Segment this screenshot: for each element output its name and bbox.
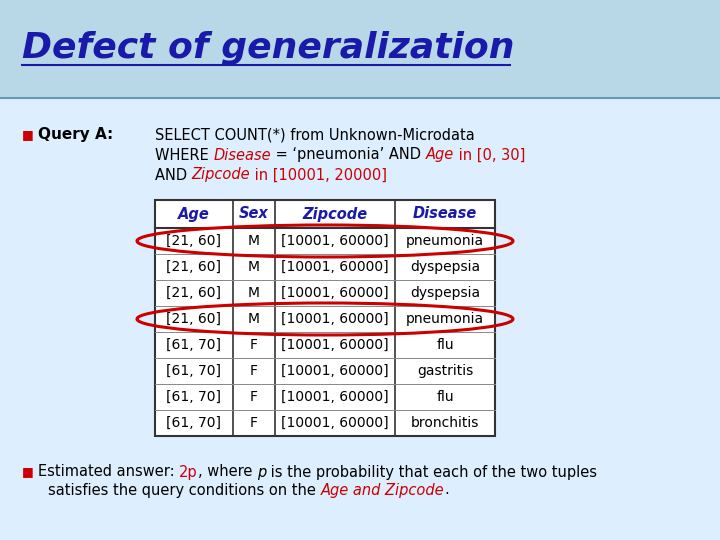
- Text: p: p: [257, 464, 266, 480]
- Text: Zipcode: Zipcode: [302, 206, 368, 221]
- Text: in [0, 30]: in [0, 30]: [454, 147, 526, 163]
- Text: flu: flu: [436, 338, 454, 352]
- Text: [10001, 60000]: [10001, 60000]: [282, 338, 389, 352]
- Text: [21, 60]: [21, 60]: [166, 234, 222, 248]
- Text: [61, 70]: [61, 70]: [166, 416, 222, 430]
- Text: bronchitis: bronchitis: [411, 416, 480, 430]
- Text: ■: ■: [22, 129, 34, 141]
- Text: [10001, 60000]: [10001, 60000]: [282, 234, 389, 248]
- Text: F: F: [250, 390, 258, 404]
- Text: Query A:: Query A:: [38, 127, 113, 143]
- Text: [10001, 60000]: [10001, 60000]: [282, 260, 389, 274]
- Text: [10001, 60000]: [10001, 60000]: [282, 364, 389, 378]
- Text: [21, 60]: [21, 60]: [166, 286, 222, 300]
- Text: 2p: 2p: [179, 464, 198, 480]
- Text: M: M: [248, 260, 260, 274]
- Text: SELECT COUNT(*) from Unknown-Microdata: SELECT COUNT(*) from Unknown-Microdata: [155, 127, 474, 143]
- Text: Zipcode: Zipcode: [192, 167, 251, 183]
- Text: ■: ■: [22, 465, 34, 478]
- Text: [10001, 60000]: [10001, 60000]: [282, 286, 389, 300]
- Text: , where: , where: [198, 464, 257, 480]
- Text: [61, 70]: [61, 70]: [166, 364, 222, 378]
- Text: dyspepsia: dyspepsia: [410, 286, 480, 300]
- Text: Defect of generalization: Defect of generalization: [22, 31, 515, 65]
- FancyBboxPatch shape: [0, 0, 720, 98]
- Text: F: F: [250, 364, 258, 378]
- Text: dyspepsia: dyspepsia: [410, 260, 480, 274]
- Text: AND: AND: [155, 167, 192, 183]
- Text: Disease: Disease: [213, 147, 271, 163]
- Text: [61, 70]: [61, 70]: [166, 338, 222, 352]
- Text: flu: flu: [436, 390, 454, 404]
- Text: [10001, 60000]: [10001, 60000]: [282, 416, 389, 430]
- Text: F: F: [250, 416, 258, 430]
- Text: Age: Age: [178, 206, 210, 221]
- Text: [61, 70]: [61, 70]: [166, 390, 222, 404]
- Text: Estimated answer:: Estimated answer:: [38, 464, 179, 480]
- Text: Age: Age: [426, 147, 454, 163]
- Text: Age and Zipcode: Age and Zipcode: [320, 483, 444, 497]
- Text: gastritis: gastritis: [417, 364, 473, 378]
- Text: [21, 60]: [21, 60]: [166, 312, 222, 326]
- Text: pneumonia: pneumonia: [406, 234, 484, 248]
- Text: is the probability that each of the two tuples: is the probability that each of the two …: [266, 464, 597, 480]
- Text: F: F: [250, 338, 258, 352]
- Text: [21, 60]: [21, 60]: [166, 260, 222, 274]
- Text: [10001, 60000]: [10001, 60000]: [282, 312, 389, 326]
- Text: [10001, 60000]: [10001, 60000]: [282, 390, 389, 404]
- Text: Disease: Disease: [413, 206, 477, 221]
- Text: .: .: [444, 483, 449, 497]
- Text: in [10001, 20000]: in [10001, 20000]: [251, 167, 387, 183]
- Text: M: M: [248, 312, 260, 326]
- Text: M: M: [248, 286, 260, 300]
- Text: = ‘pneumonia’ AND: = ‘pneumonia’ AND: [271, 147, 426, 163]
- Text: pneumonia: pneumonia: [406, 312, 484, 326]
- Text: Sex: Sex: [239, 206, 269, 221]
- Text: M: M: [248, 234, 260, 248]
- Text: WHERE: WHERE: [155, 147, 213, 163]
- FancyBboxPatch shape: [155, 200, 495, 436]
- Text: satisfies the query conditions on the: satisfies the query conditions on the: [48, 483, 320, 497]
